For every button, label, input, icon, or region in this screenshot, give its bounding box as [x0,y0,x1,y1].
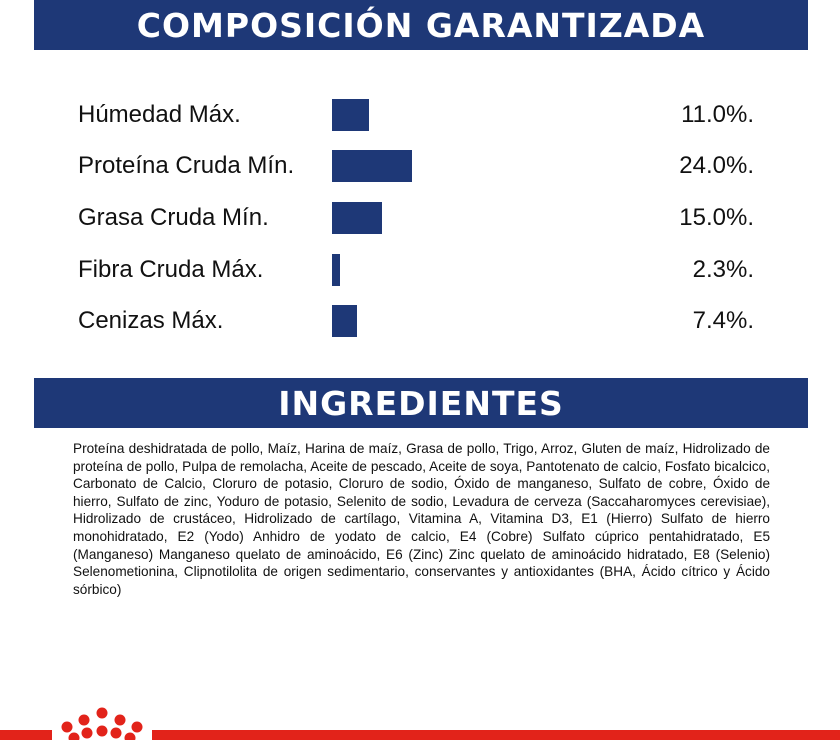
nutrient-value: 24.0%. [679,152,754,179]
composition-row: Húmedad Máx. 11.0%. [0,97,840,133]
brand-logo-icon [61,707,143,740]
nutrient-bar [332,254,340,286]
nutrient-bar [332,305,357,337]
footer-stripe-left [0,730,52,740]
nutrient-bar [332,150,412,182]
footer-stripe-right [152,730,840,740]
nutrient-bar [332,99,369,131]
composition-row: Cenizas Máx. 7.4%. [0,303,840,339]
ingredients-text: Proteína deshidratada de pollo, Maíz, Ha… [73,441,770,597]
composition-row: Grasa Cruda Mín. 15.0%. [0,200,840,236]
nutrient-label: Cenizas Máx. [78,307,224,334]
ingredients-header: INGREDIENTES [34,378,808,428]
nutrient-value: 15.0%. [679,204,754,231]
nutrient-label: Proteína Cruda Mín. [78,152,295,179]
nutrient-value: 2.3%. [692,256,754,283]
nutrient-label: Fibra Cruda Máx. [78,256,264,283]
nutrient-bar [332,202,382,234]
composition-row: Fibra Cruda Máx. 2.3%. [0,252,840,288]
nutrient-value: 7.4%. [692,307,754,334]
nutrient-value: 11.0%. [681,101,754,128]
composition-row: Proteína Cruda Mín. 24.0%. [0,148,840,184]
composition-header: COMPOSICIÓN GARANTIZADA [34,0,808,50]
nutrient-label: Grasa Cruda Mín. [78,204,269,231]
nutrient-label: Húmedad Máx. [78,101,241,128]
